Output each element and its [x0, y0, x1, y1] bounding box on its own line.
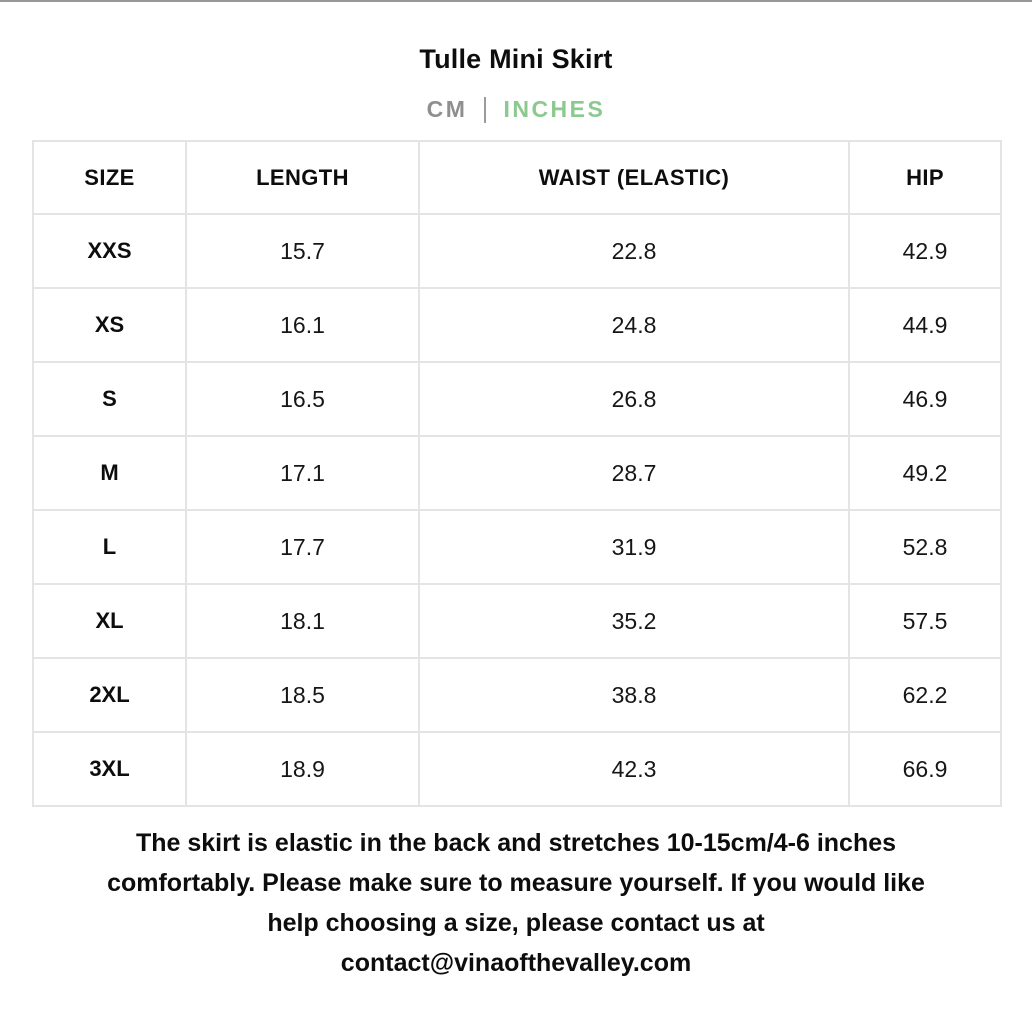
cell-waist: 42.3 — [418, 731, 850, 807]
cell-hip: 66.9 — [848, 731, 1002, 807]
unit-toggle: CM INCHES — [0, 96, 1032, 123]
cell-length: 18.1 — [185, 583, 420, 659]
cell-waist: 28.7 — [418, 435, 850, 511]
cell-size: 2XL — [32, 657, 187, 733]
table-row: M 17.1 28.7 49.2 — [32, 435, 1002, 511]
cell-waist: 31.9 — [418, 509, 850, 585]
column-header-length: LENGTH — [185, 140, 420, 215]
column-header-waist: WAIST (ELASTIC) — [418, 140, 850, 215]
cell-length: 18.9 — [185, 731, 420, 807]
table-row: XS 16.1 24.8 44.9 — [32, 287, 1002, 363]
cell-waist: 26.8 — [418, 361, 850, 437]
cell-size: L — [32, 509, 187, 585]
cell-length: 16.1 — [185, 287, 420, 363]
footer-note: The skirt is elastic in the back and str… — [0, 823, 1032, 983]
footer-note-line: The skirt is elastic in the back and str… — [135, 829, 897, 857]
cell-waist: 24.8 — [418, 287, 850, 363]
cell-hip: 62.2 — [848, 657, 1002, 733]
size-chart-table: SIZE LENGTH WAIST (ELASTIC) HIP XXS 15.7… — [32, 140, 1002, 807]
cell-size: M — [32, 435, 187, 511]
cell-length: 16.5 — [185, 361, 420, 437]
cell-size: XL — [32, 583, 187, 659]
column-header-size: SIZE — [32, 140, 187, 215]
cell-hip: 44.9 — [848, 287, 1002, 363]
cell-length: 17.1 — [185, 435, 420, 511]
page-title: Tulle Mini Skirt — [419, 44, 613, 74]
table-row: XL 18.1 35.2 57.5 — [32, 583, 1002, 659]
unit-toggle-divider — [484, 96, 487, 123]
cell-waist: 35.2 — [418, 583, 850, 659]
cell-waist: 38.8 — [418, 657, 850, 733]
footer-note-line: contact@vinaofthevalley.com — [340, 949, 692, 977]
table-row: 3XL 18.9 42.3 66.9 — [32, 731, 1002, 807]
cell-waist: 22.8 — [418, 213, 850, 289]
cell-size: XS — [32, 287, 187, 363]
cell-hip: 52.8 — [848, 509, 1002, 585]
table-row: 2XL 18.5 38.8 62.2 — [32, 657, 1002, 733]
cell-size: 3XL — [32, 731, 187, 807]
cell-hip: 57.5 — [848, 583, 1002, 659]
cell-hip: 49.2 — [848, 435, 1002, 511]
table-row: S 16.5 26.8 46.9 — [32, 361, 1002, 437]
table-row: XXS 15.7 22.8 42.9 — [32, 213, 1002, 289]
table-row: L 17.7 31.9 52.8 — [32, 509, 1002, 585]
unit-option-inches[interactable]: INCHES — [503, 96, 606, 122]
cell-hip: 46.9 — [848, 361, 1002, 437]
table-header-row: SIZE LENGTH WAIST (ELASTIC) HIP — [32, 140, 1002, 215]
cell-size: XXS — [32, 213, 187, 289]
cell-hip: 42.9 — [848, 213, 1002, 289]
footer-note-line: help choosing a size, please contact us … — [267, 909, 765, 937]
cell-length: 18.5 — [185, 657, 420, 733]
cell-length: 17.7 — [185, 509, 420, 585]
unit-option-cm[interactable]: CM — [426, 96, 468, 122]
cell-length: 15.7 — [185, 213, 420, 289]
cell-size: S — [32, 361, 187, 437]
column-header-hip: HIP — [848, 140, 1002, 215]
footer-note-line: comfortably. Please make sure to measure… — [107, 869, 925, 897]
